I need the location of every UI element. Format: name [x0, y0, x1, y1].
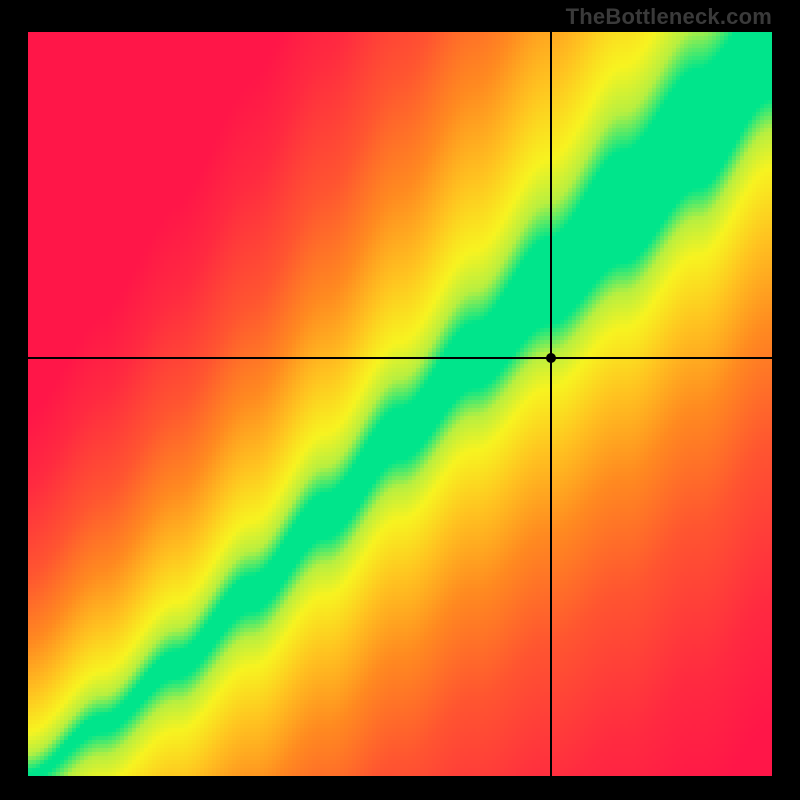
chart-container: TheBottleneck.com	[0, 0, 800, 800]
watermark-text: TheBottleneck.com	[566, 4, 772, 30]
heatmap-canvas	[28, 32, 772, 776]
